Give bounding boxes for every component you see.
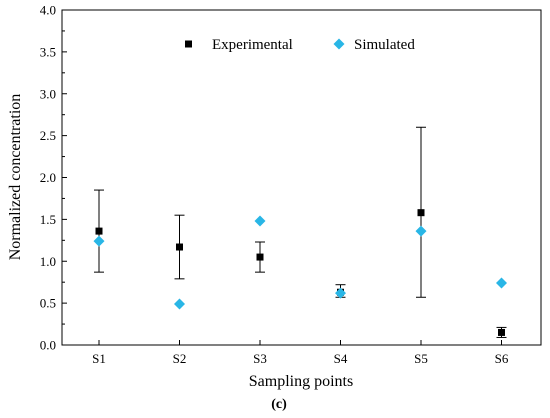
plot-frame [61, 9, 542, 346]
simulated-point-s1 [93, 235, 105, 247]
legend-simulated-marker [333, 38, 345, 50]
x-tick-label-s2: S2 [173, 351, 187, 366]
figure-caption: (c) [271, 397, 287, 412]
experimental-point-s2 [176, 243, 183, 251]
legend: Experimental Simulated [185, 37, 415, 53]
legend-experimental-label: Experimental [212, 37, 293, 53]
y-tick-label: 3.5 [40, 44, 56, 59]
experimental-point-s5 [417, 209, 425, 217]
simulated-point-s4 [335, 287, 346, 299]
y-tick-label: 2.5 [40, 128, 56, 143]
y-tick-label: 4.0 [40, 3, 56, 18]
x-tick-label-s5: S5 [414, 351, 428, 366]
experimental-point-s6 [498, 328, 505, 336]
y-axis: 0.0 0.5 1.0 1.5 2.0 2.5 3.0 3.5 4.0 [40, 3, 67, 353]
x-tick-label-s4: S4 [334, 351, 348, 366]
x-tick-label-s3: S3 [253, 351, 267, 366]
x-tick-label-s1: S1 [92, 351, 106, 366]
y-axis-title: Normalized concentration [7, 94, 24, 261]
experimental-point-s1 [95, 227, 103, 235]
simulated-point-s2 [174, 298, 185, 310]
x-axis-title: Sampling points [249, 373, 353, 390]
chart-marks [93, 126, 507, 338]
y-tick-label: 2.0 [40, 170, 56, 185]
experimental-point-s3 [256, 253, 264, 261]
y-tick-label: 1.5 [40, 212, 56, 227]
simulated-point-s3 [254, 215, 266, 227]
x-tick-label-s6: S6 [495, 351, 509, 366]
x-axis: S1 S2 S3 S4 S5 S6 [92, 340, 509, 366]
legend-experimental-marker [185, 40, 192, 48]
y-tick-label: 3.0 [40, 86, 56, 101]
y-tick-label: 0.5 [40, 296, 56, 311]
y-tick-label: 0.0 [40, 338, 56, 353]
legend-simulated-label: Simulated [354, 37, 415, 53]
simulated-point-s5 [415, 225, 427, 237]
simulated-point-s6 [496, 277, 507, 289]
y-tick-label: 1.0 [40, 254, 56, 269]
